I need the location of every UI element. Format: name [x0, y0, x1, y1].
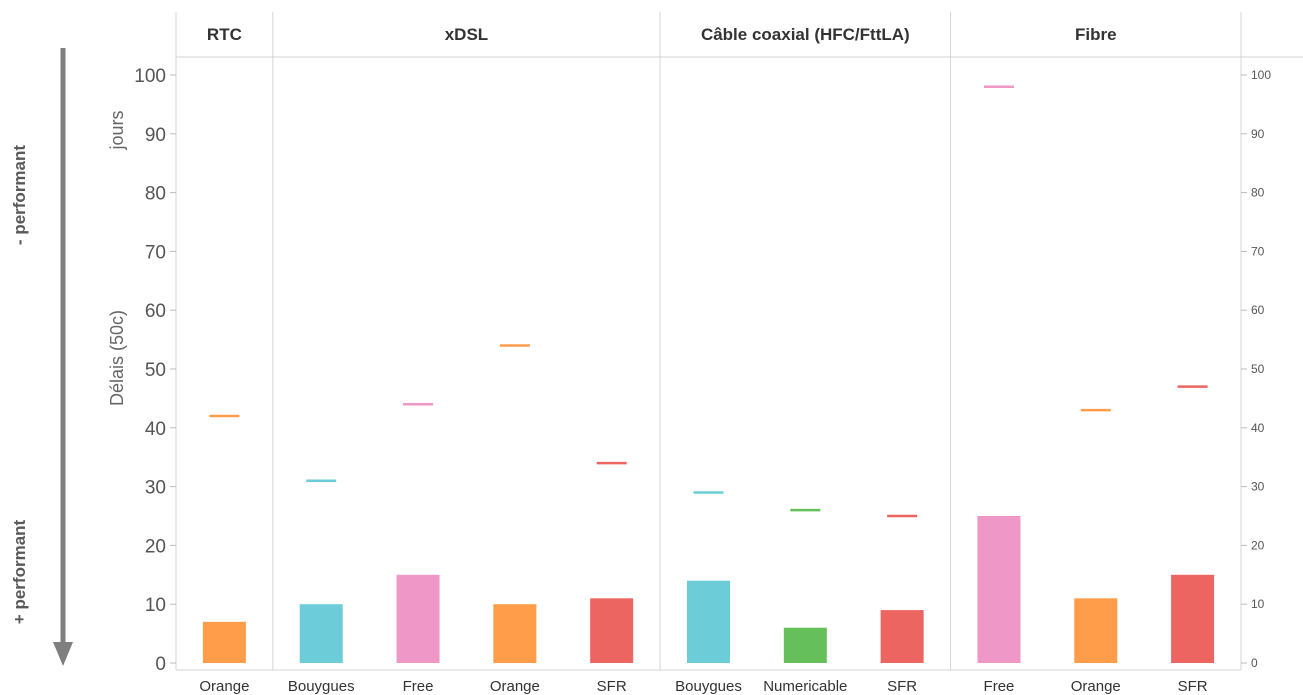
category-label: SFR: [1178, 678, 1208, 695]
group-headers: RTC xDSL Câble coaxial (HFC/FttLA) Fibre: [207, 25, 1117, 44]
bar: [1171, 574, 1215, 663]
category-label: SFR: [887, 678, 917, 695]
y-tick-label: 0: [155, 654, 166, 675]
y-tick-label: 30: [145, 478, 166, 499]
less-performant-label: - performant: [10, 145, 29, 245]
category-label: Orange: [490, 678, 540, 695]
category-label: Free: [984, 678, 1015, 695]
y-tick-label: 60: [145, 301, 166, 322]
category-label: Orange: [199, 678, 249, 695]
bar: [396, 574, 440, 663]
more-performant-label: + performant: [10, 519, 29, 624]
y-tick-label: 90: [145, 125, 166, 146]
y-tick-label-right: 70: [1251, 244, 1265, 258]
y-axis-unit: jours: [107, 110, 127, 150]
y-axis-right: 0 10 20 30 40 50 60 70 80 90 100: [1241, 68, 1271, 670]
bar: [202, 621, 246, 663]
group-header: RTC: [207, 25, 242, 44]
y-tick-label-right: 10: [1251, 597, 1265, 611]
y-tick-label-right: 60: [1251, 303, 1265, 317]
y-tick-label: 50: [145, 360, 166, 381]
performance-arrow: [53, 48, 73, 666]
bar: [1074, 598, 1118, 663]
bar: [687, 580, 730, 663]
group-header: Fibre: [1075, 25, 1117, 44]
y-tick-label: 40: [145, 419, 166, 440]
bars: [202, 516, 1215, 663]
group-header: xDSL: [445, 25, 488, 44]
y-tick-label-right: 20: [1251, 538, 1265, 552]
y-tick-label: 10: [145, 595, 166, 616]
y-tick-label: 20: [145, 536, 166, 557]
chart-frame: [175, 12, 1303, 671]
category-label: Bouygues: [675, 678, 742, 695]
bar: [299, 604, 343, 663]
bar: [977, 516, 1021, 663]
y-tick-label-right: 90: [1251, 127, 1265, 141]
bar: [493, 604, 537, 663]
y-tick-label-right: 30: [1251, 480, 1265, 494]
y-tick-label: 70: [145, 242, 166, 263]
bar: [880, 610, 924, 663]
y-tick-label: 80: [145, 184, 166, 205]
markers: [209, 85, 1208, 518]
group-header: Câble coaxial (HFC/FttLA): [701, 25, 910, 44]
group-separators: [272, 12, 952, 670]
y-tick-label-right: 40: [1251, 421, 1265, 435]
y-tick-label: 100: [134, 66, 166, 87]
bar: [783, 627, 827, 663]
category-label: SFR: [597, 678, 627, 695]
category-label: Bouygues: [288, 678, 355, 695]
y-axis-left: 0 10 20 30 40 50 60 70 80 90 100: [134, 66, 176, 675]
category-label: Orange: [1071, 678, 1121, 695]
y-tick-label-right: 100: [1251, 68, 1271, 82]
bar: [590, 598, 634, 663]
category-label: Numericable: [763, 678, 847, 695]
category-label: Free: [403, 678, 434, 695]
y-tick-label-right: 50: [1251, 362, 1265, 376]
y-tick-label-right: 0: [1251, 656, 1258, 670]
category-labels: Orange Bouygues Free Orange SFR Bouygues Numer…: [199, 678, 1207, 695]
y-tick-label-right: 80: [1251, 186, 1265, 200]
y-axis-title: Délais (50c): [107, 310, 127, 406]
